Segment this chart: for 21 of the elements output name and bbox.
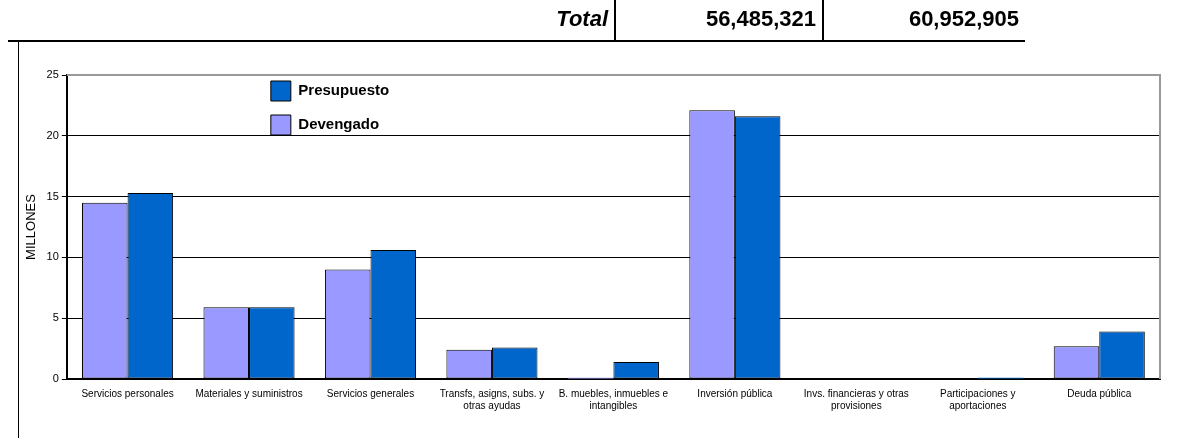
y-tick-label: 10 [46, 250, 59, 263]
x-tick-label: Transfs, asigns, subs. y otras ayudas [439, 387, 545, 411]
y-tick-label: 20 [46, 128, 59, 141]
y-tick-label: 25 [46, 68, 59, 81]
x-tick-label: Materiales y suministros [195, 387, 303, 399]
x-tick-label: B. muebles, inmuebles e intangibles [558, 387, 669, 411]
x-tick-label: Servicios generales [326, 387, 415, 399]
y-tick-label: 5 [52, 311, 59, 324]
x-tick-label: Participaciones y aportaciones [940, 387, 1016, 411]
x-tick-label: Inversión pública [697, 387, 773, 399]
y-axis-title: MILLONES [23, 193, 39, 260]
x-tick-label: Invs. financieras y otras provisiones [803, 387, 909, 411]
text: 60,952,905 [822, 0, 1025, 40]
text: 56,485,321 [614, 0, 822, 40]
y-tick-label: 0 [52, 372, 59, 385]
x-tick-label: Deuda pública [1067, 387, 1132, 399]
x-tick-label: Servicios personales [81, 387, 174, 399]
legend-label: Presupuesto [298, 81, 390, 99]
y-tick-label: 15 [46, 189, 59, 202]
legend-label: Devengado [298, 115, 380, 133]
text: Total [555, 5, 610, 33]
